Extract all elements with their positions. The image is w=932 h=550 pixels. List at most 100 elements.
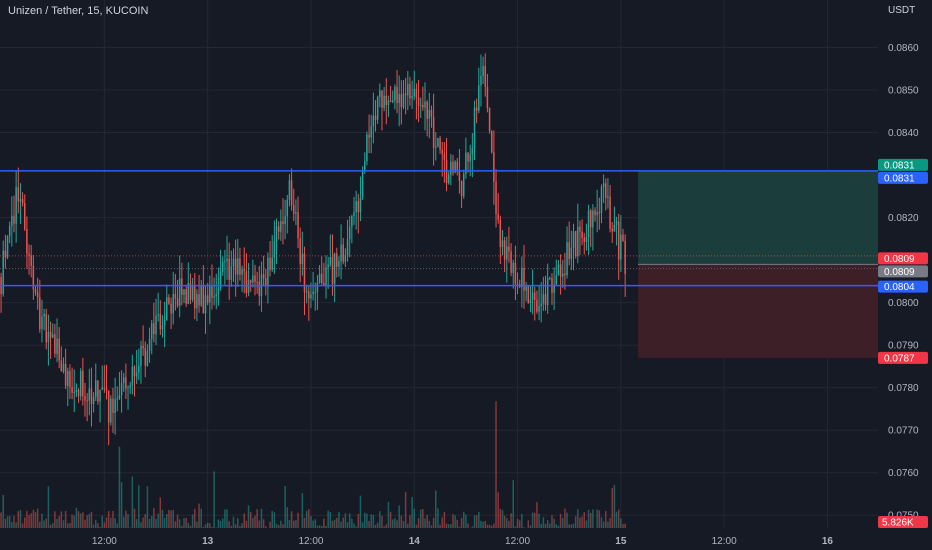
- candle-body: [274, 241, 276, 258]
- volume-bar: [317, 526, 319, 528]
- volume-bar: [157, 514, 159, 528]
- candle-body: [218, 288, 220, 294]
- candle-body: [340, 244, 342, 261]
- candle-body: [495, 182, 497, 214]
- candle-body: [246, 271, 248, 293]
- volume-bar: [97, 523, 99, 528]
- candle-body: [181, 279, 183, 295]
- candle-body: [405, 94, 407, 96]
- volume-bar: [155, 519, 157, 528]
- candle-body: [153, 323, 155, 334]
- candle-body: [308, 291, 310, 298]
- volume-bar: [56, 519, 58, 528]
- volume-bar: [321, 526, 323, 528]
- volume-bar: [50, 525, 52, 528]
- candle-body: [95, 380, 97, 397]
- candle-body: [611, 229, 613, 232]
- volume-bar: [504, 516, 506, 528]
- volume-bar: [287, 507, 289, 528]
- candle-body: [99, 390, 101, 402]
- price-badge-text: 0.0831: [884, 173, 915, 184]
- volume-bar: [599, 510, 601, 528]
- candle-body: [590, 210, 592, 227]
- candle-body: [457, 162, 459, 170]
- candle-body: [269, 258, 271, 270]
- volume-bar: [355, 527, 357, 528]
- candle-body: [228, 259, 230, 280]
- price-badge-text: 0.0831: [884, 160, 915, 171]
- candle-body: [267, 258, 269, 286]
- candle-body: [278, 226, 280, 231]
- candle-body: [592, 211, 594, 228]
- candle-body: [192, 285, 194, 299]
- profit-zone: [638, 171, 878, 265]
- volume-bar: [164, 518, 166, 528]
- candle-body: [444, 154, 446, 160]
- x-axis: 12:00 13 12:00 14 12:00 15 12:00 16: [92, 536, 834, 547]
- candle-body: [166, 297, 168, 320]
- candle-body: [364, 161, 366, 170]
- volume-bar: [35, 512, 37, 528]
- volume-bar: [368, 521, 370, 528]
- volume-bar: [547, 520, 549, 528]
- volume-bar: [284, 486, 286, 528]
- volume-bar: [220, 521, 222, 528]
- volume-bar: [58, 516, 60, 528]
- volume-bar: [351, 519, 353, 528]
- volume-bar: [390, 512, 392, 528]
- candle-body: [515, 263, 517, 284]
- candle-body: [312, 292, 314, 294]
- volume-bar: [536, 502, 538, 528]
- candle-body: [237, 258, 239, 274]
- candle-body: [248, 280, 250, 293]
- y-tick-label: 0.0770: [888, 426, 919, 437]
- candle-body: [54, 334, 56, 354]
- volume-bar: [338, 512, 340, 528]
- candle-body: [125, 377, 127, 388]
- volume-bar: [553, 519, 555, 528]
- volume-bars: [0, 401, 626, 528]
- volume-bar: [302, 493, 304, 528]
- candle-body: [373, 116, 375, 127]
- volume-bar: [52, 523, 54, 528]
- candle-body: [334, 253, 336, 284]
- candle-body: [239, 258, 241, 274]
- candle-body: [411, 96, 413, 98]
- volume-bar: [360, 496, 362, 528]
- candle-body: [43, 314, 45, 317]
- volume-bar: [256, 509, 258, 528]
- volume-bar: [398, 505, 400, 528]
- candle-body: [325, 267, 327, 285]
- volume-bar: [67, 524, 69, 528]
- candle-body: [342, 244, 344, 261]
- volume-bar: [366, 514, 368, 528]
- volume-bar: [418, 518, 420, 528]
- candle-body: [599, 212, 601, 213]
- volume-bar: [330, 512, 332, 528]
- position-zones: [638, 171, 878, 358]
- volume-bar: [39, 522, 41, 528]
- volume-bar: [175, 521, 177, 528]
- candle-body: [424, 102, 426, 108]
- volume-bar: [370, 514, 372, 528]
- candle-body: [84, 396, 86, 400]
- volume-bar: [73, 516, 75, 528]
- candle-body: [573, 231, 575, 248]
- candle-body: [523, 268, 525, 291]
- candle-body: [142, 346, 144, 348]
- candle-body: [377, 97, 379, 120]
- candle-body: [538, 306, 540, 312]
- candle-body: [299, 238, 301, 264]
- volume-bar: [82, 512, 84, 528]
- candle-body: [256, 282, 258, 283]
- volume-bar: [147, 486, 149, 528]
- candle-body: [93, 397, 95, 404]
- volume-bar: [336, 518, 338, 528]
- volume-bar: [444, 512, 446, 528]
- candle-body: [211, 286, 213, 298]
- volume-bar: [233, 517, 235, 528]
- volume-bar: [310, 516, 312, 528]
- candle-body: [575, 231, 577, 256]
- loss-zone: [638, 264, 878, 358]
